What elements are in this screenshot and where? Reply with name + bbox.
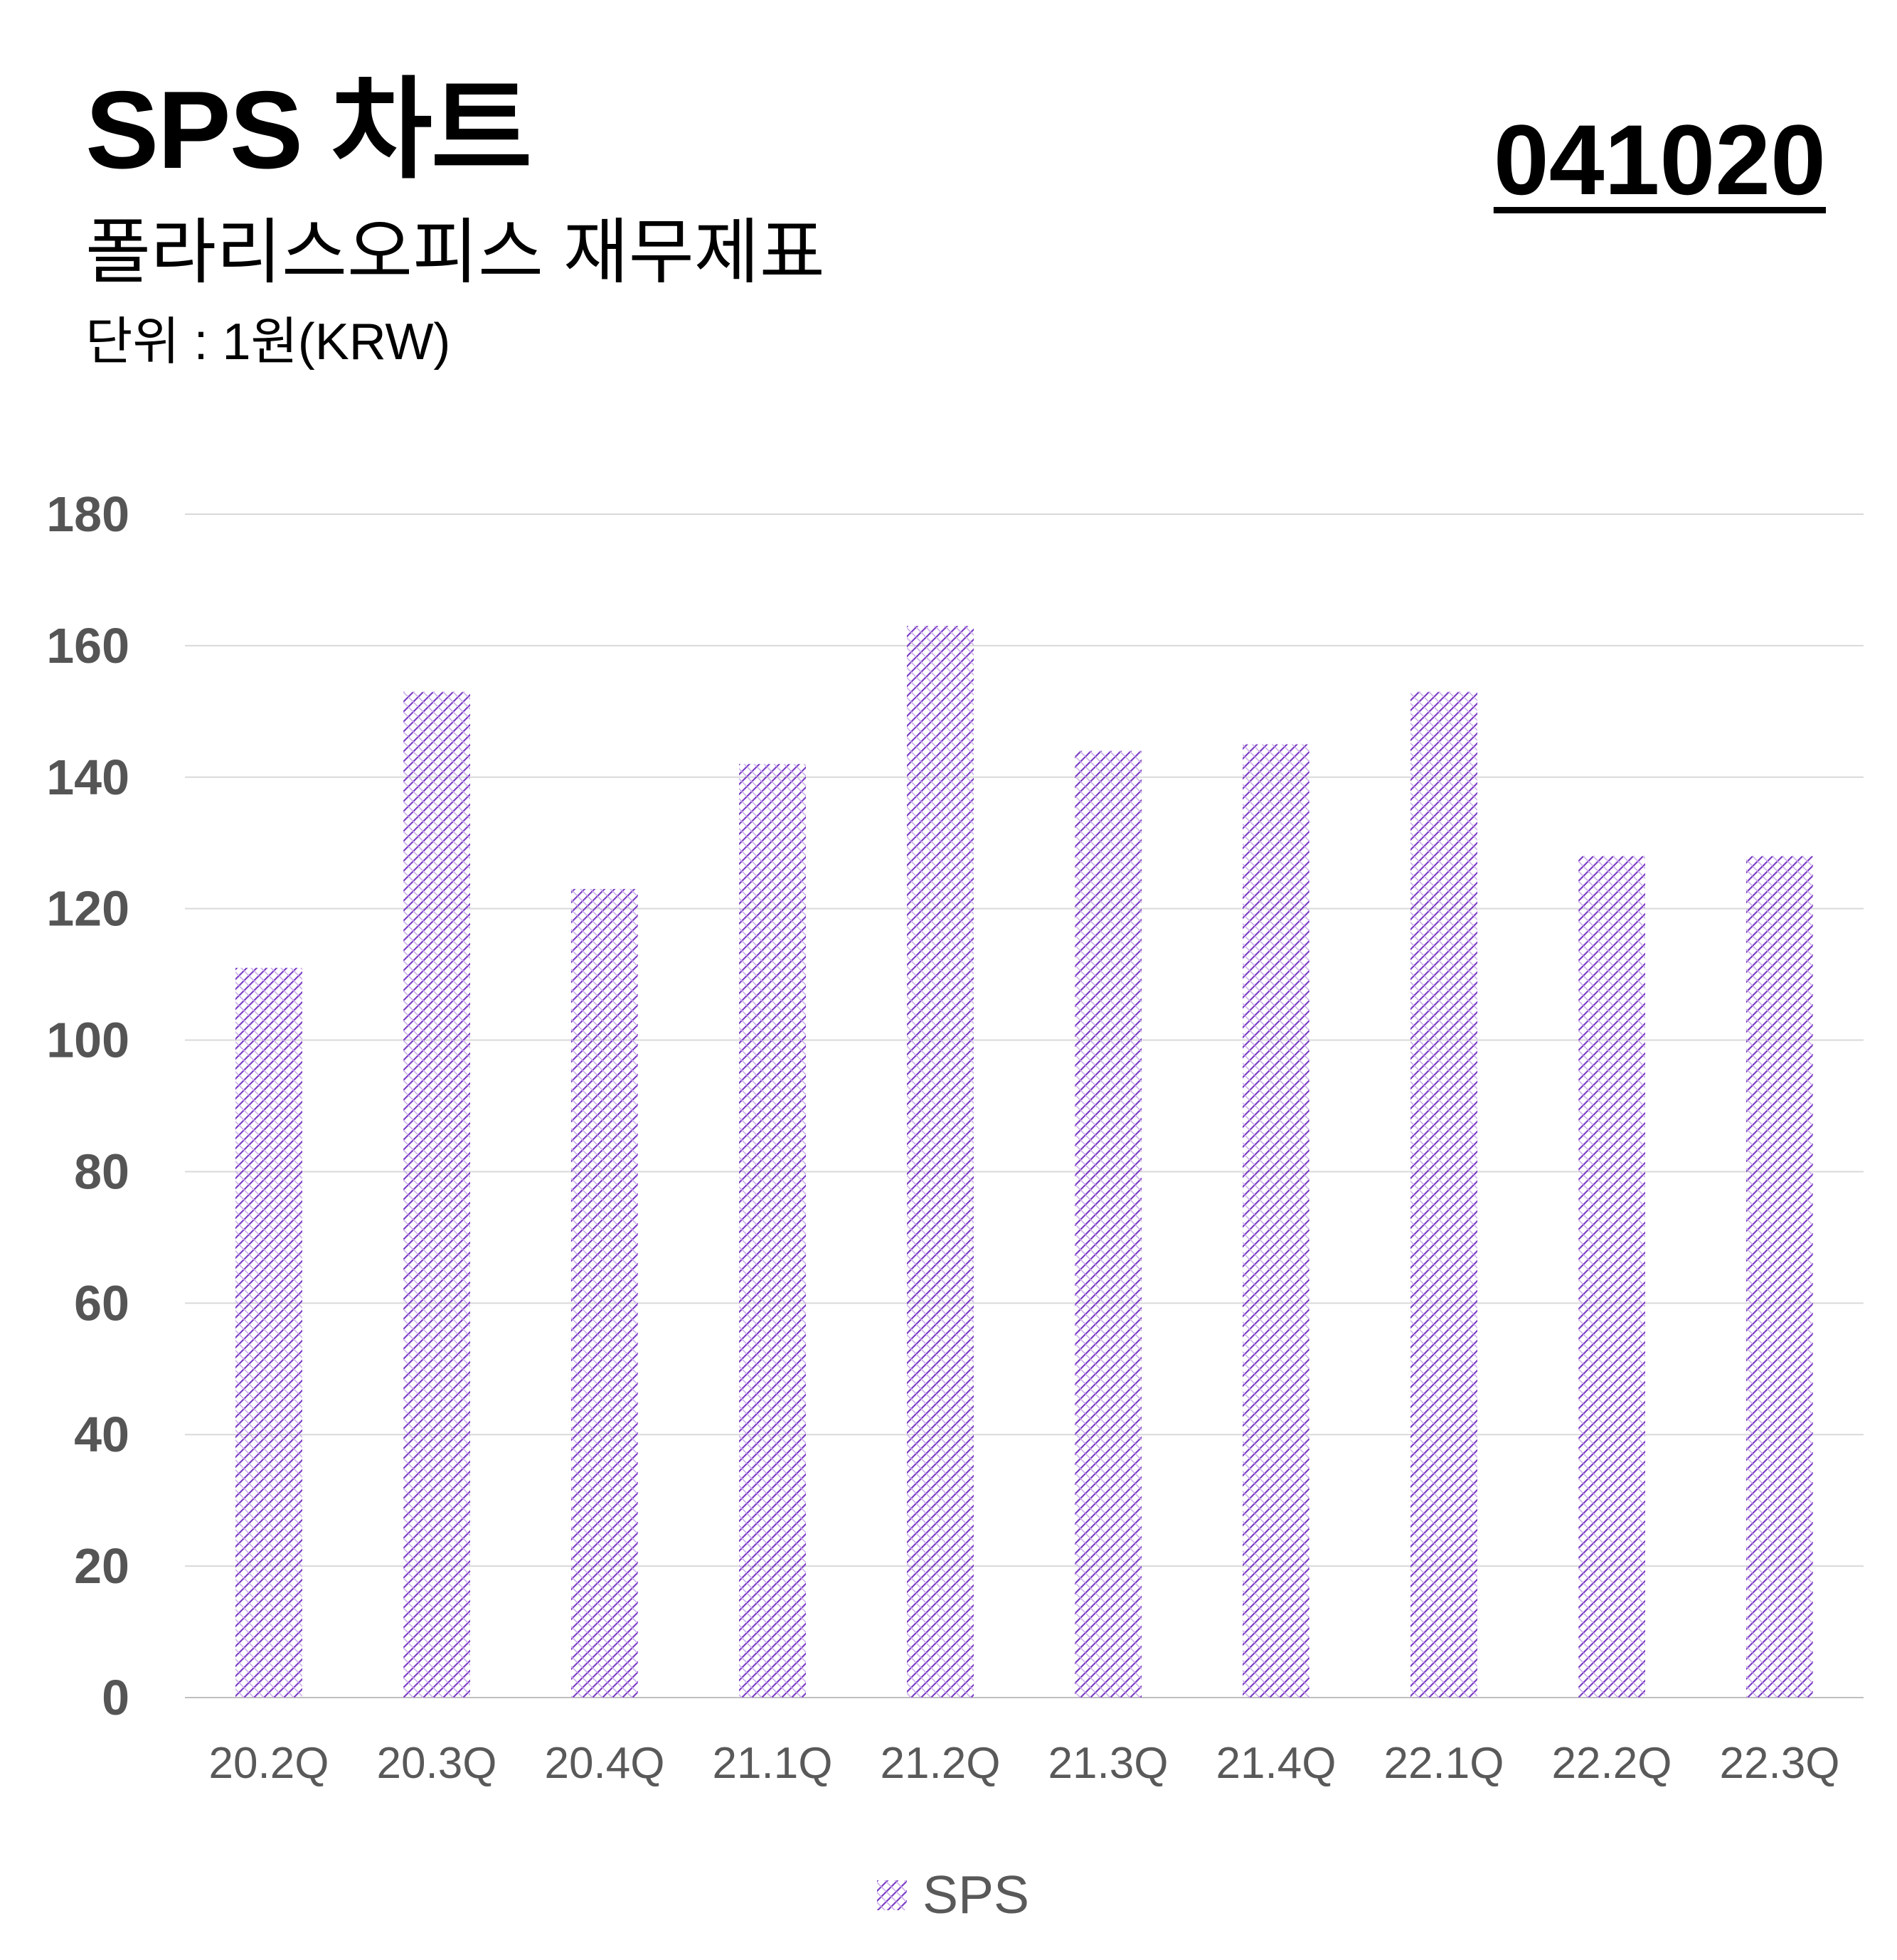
- y-tick-label: 0: [102, 1670, 129, 1725]
- x-tick-label: 22.3Q: [1720, 1739, 1840, 1788]
- x-tick-label: 22.2Q: [1552, 1739, 1672, 1788]
- bar-22.3Q[interactable]: [1746, 856, 1813, 1698]
- y-axis: 0 20 40 60 80 100 120 140 160 180: [46, 486, 129, 1725]
- chart-subtitle: 폴라리스오피스 재무제표: [85, 213, 825, 292]
- x-axis: 20.2Q 20.3Q 20.4Q 21.1Q 21.2Q 21.3Q 21.4Q 22.1Q…: [209, 1739, 1840, 1788]
- stock-code: 041020: [1493, 104, 1826, 215]
- unit-label: 단위 : 1원(KRW): [85, 314, 451, 371]
- x-tick-label: 21.2Q: [881, 1739, 1001, 1788]
- bar-20.2Q[interactable]: [235, 967, 302, 1698]
- bar-21.2Q[interactable]: [907, 626, 974, 1698]
- bar-20.4Q[interactable]: [571, 888, 638, 1698]
- y-tick-label: 40: [74, 1407, 129, 1462]
- chart-title: SPS 차트: [85, 68, 532, 191]
- y-tick-label: 140: [46, 750, 129, 805]
- x-tick-label: 20.2Q: [209, 1739, 329, 1788]
- bar-22.2Q[interactable]: [1578, 856, 1645, 1698]
- x-tick-label: 21.3Q: [1048, 1739, 1169, 1788]
- y-tick-label: 60: [74, 1275, 129, 1331]
- legend[interactable]: SPS: [877, 1865, 1029, 1924]
- bar-22.1Q[interactable]: [1410, 691, 1477, 1698]
- y-tick-label: 180: [46, 486, 129, 542]
- bar-21.3Q[interactable]: [1075, 750, 1142, 1698]
- y-tick-label: 120: [46, 881, 129, 937]
- x-tick-label: 20.3Q: [377, 1739, 497, 1788]
- y-tick-label: 160: [46, 618, 129, 673]
- x-tick-label: 20.4Q: [545, 1739, 665, 1788]
- y-tick-label: 80: [74, 1144, 129, 1199]
- x-tick-label: 21.4Q: [1216, 1739, 1337, 1788]
- legend-swatch: [877, 1880, 907, 1910]
- legend-label: SPS: [923, 1865, 1029, 1924]
- bars: [235, 626, 1813, 1698]
- y-tick-label: 20: [74, 1538, 129, 1594]
- bar-20.3Q[interactable]: [403, 691, 470, 1698]
- bar-21.4Q[interactable]: [1243, 744, 1309, 1698]
- x-tick-label: 21.1Q: [713, 1739, 833, 1788]
- y-tick-label: 100: [46, 1013, 129, 1068]
- x-tick-label: 22.1Q: [1384, 1739, 1504, 1788]
- bar-21.1Q[interactable]: [739, 764, 806, 1698]
